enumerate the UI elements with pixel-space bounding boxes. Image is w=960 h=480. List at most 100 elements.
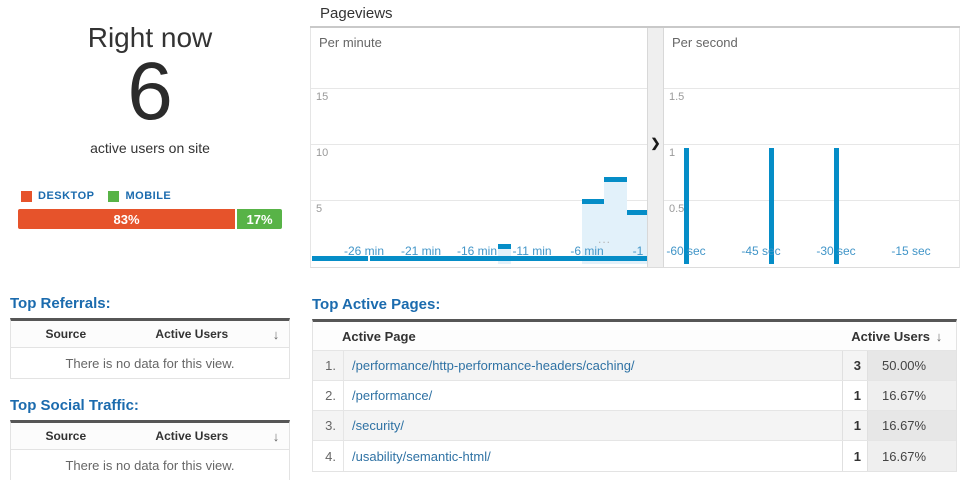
table-header: Active Page Active Users ↓ [313,322,956,351]
pageviews-minute-bar-cap [604,177,627,182]
pageviews-charts: 15 10 5 Per minute ... -26 min -21 min -16… [310,28,960,268]
per-minute-label: Per minute [319,35,382,50]
mobile-segment: 17% [237,209,282,229]
table-row: 1. /performance/http-performance-headers/… [313,351,956,381]
active-users-percent-cell: 50.00% [867,351,956,380]
top-active-pages-body: 1. /performance/http-performance-headers/… [313,351,956,471]
x-axis-label: -6 min [570,244,604,258]
top-social-section: Top Social Traffic: Source Active Users … [10,397,290,480]
y-axis-tick: 1.5 [669,91,685,103]
pageviews-minute-bar-cap [627,210,647,215]
active-page-link[interactable]: /usability/semantic-html/ [352,448,491,464]
table-header: Source Active Users ↓ [11,423,289,450]
table-row: 2. /performance/1 16.67% [313,381,956,411]
pageviews-minute-bar [582,204,605,264]
top-social-table: Source Active Users ↓ There is no data f… [10,420,290,480]
row-rank: 4. [313,441,344,471]
desktop-segment: 83% [18,209,236,229]
x-axis-label: -30 sec [816,244,856,258]
active-users-column-header: Active Users [155,327,229,341]
table-header: Source Active Users ↓ [11,321,289,348]
source-column-header: Source [45,429,87,443]
x-axis-label: -16 min [456,244,498,258]
y-axis-tick: 15 [316,91,329,103]
active-users-count-cell: 1 [842,381,867,410]
active-users-column-header: Active Users ↓ [851,329,956,344]
source-column-header: Source [45,327,87,341]
top-social-heading: Top Social Traffic: [10,397,139,414]
sort-desc-icon[interactable]: ↓ [935,328,943,344]
per-minute-chart: 15 10 5 Per minute ... -26 min -21 min -16… [311,28,647,267]
active-page-link[interactable]: /security/ [352,418,405,433]
device-legend: DESKTOP MOBILE [21,190,185,202]
device-split-bar: 83% 17% [18,209,282,229]
row-rank: 3. [313,411,344,440]
active-users-percent-cell: 16.67% [867,441,956,471]
row-rank: 2. [313,381,344,410]
pageviews-section: Pageviews 15 10 5 Per minute ... -26 min… [310,0,960,268]
gridline [664,144,959,145]
x-axis-label: -1 [632,244,644,258]
top-referrals-heading: Top Referrals: [10,295,111,312]
active-page-cell: /usability/semantic-html/ [344,441,842,471]
active-users-column-header: Active Users [155,429,229,443]
active-users-percent-cell: 16.67% [867,411,956,440]
right-now-panel: Right now 6 active users on site DESKTOP… [0,0,300,250]
pageviews-minute-bar [627,215,647,264]
table-row: 4. /usability/semantic-html/1 16.67% [313,441,956,471]
active-users-count-cell: 3 [842,351,867,380]
x-axis-label: -21 min [400,244,442,258]
no-data-message: There is no data for this view. [65,457,235,473]
chevron-right-icon: ❯ [650,136,661,150]
pageviews-second-bar [684,148,689,264]
device-bar-reflection: 83% 17% [18,231,282,245]
active-users-percent-cell: 16.67% [867,381,956,410]
active-page-link[interactable]: /performance/http-performance-headers/ca… [352,358,635,373]
per-second-chart: 1.5 1 0.5 Per second -60 sec -45 sec -30 s… [664,28,959,267]
y-axis-tick: 5 [316,203,323,215]
x-axis-label: -15 sec [891,244,931,258]
sort-desc-icon[interactable]: ↓ [272,428,280,444]
pageviews-minute-bar-cap [498,244,511,249]
pageviews-second-bar [834,148,839,264]
top-active-pages-table: Active Page Active Users ↓ 1. /performanc… [312,319,957,472]
active-users-count-cell: 1 [842,411,867,440]
active-page-column-header: Active Page [342,328,416,344]
active-page-link[interactable]: /performance/ [352,388,433,403]
gridline [664,88,959,89]
top-referrals-table: Source Active Users ↓ There is no data f… [10,318,290,379]
active-page-cell: /security/ [344,411,842,440]
row-rank: 1. [313,351,344,380]
zero-baseline [312,256,647,261]
active-page-cell: /performance/http-performance-headers/ca… [344,351,842,380]
sort-desc-icon[interactable]: ↓ [272,326,280,342]
gridline [664,200,959,201]
gridline [311,88,647,89]
table-row: 3. /security/1 16.67% [313,411,956,441]
top-active-pages-heading: Top Active Pages: [312,296,441,313]
mobile-percent: 17% [246,211,273,227]
y-axis-tick: 1 [669,147,676,159]
mobile-swatch-icon [108,190,120,202]
per-second-label: Per second [672,35,738,50]
x-axis-label: -11 min [512,244,552,258]
chart-collapse-handle[interactable]: ❯ [647,28,664,267]
desktop-percent: 83% [113,211,140,227]
right-now-title: Right now [87,22,213,53]
x-axis-label: -45 sec [741,244,781,258]
pageviews-minute-bar-cap [582,199,605,204]
mobile-legend-label: MOBILE [125,190,172,202]
top-active-pages-section: Top Active Pages: Active Page Active Use… [312,296,957,472]
baseline-tick [368,256,370,261]
top-referrals-section: Top Referrals: Source Active Users ↓ The… [10,295,290,379]
desktop-legend-label: DESKTOP [38,190,95,202]
y-axis-tick: 10 [316,147,329,159]
x-axis-label: -60 sec [666,244,706,258]
y-axis-tick: 0.5 [669,203,685,215]
desktop-swatch-icon [21,190,32,202]
truncated-label-dots: ... [598,232,612,246]
pageviews-title: Pageviews [310,0,960,28]
active-users-count: 6 [127,46,173,137]
no-data-message: There is no data for this view. [65,355,235,371]
